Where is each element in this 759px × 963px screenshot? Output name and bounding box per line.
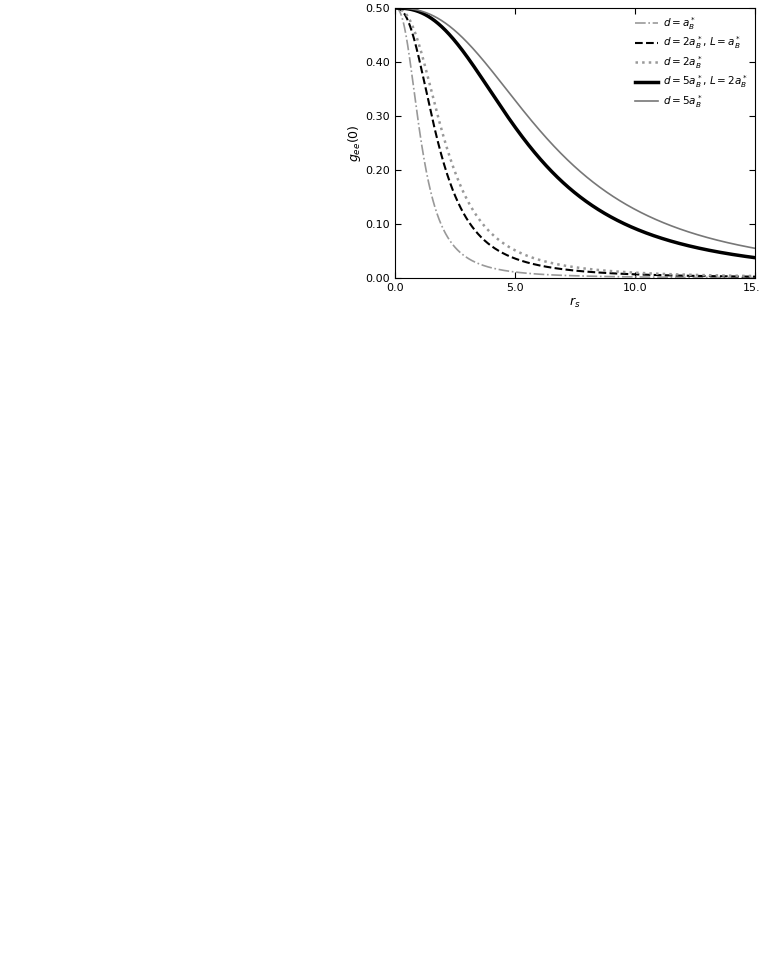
X-axis label: $r_s$: $r_s$	[569, 296, 581, 310]
Y-axis label: $g_{ee}(0)$: $g_{ee}(0)$	[345, 124, 363, 162]
Legend: $d=a_B^*$, $d=2a_B^*$, $L=a_B^*$, $d=2a_B^*$, $d=5a_B^*$, $L=2a_B^*$, $d=5a_B^*$: $d=a_B^*$, $d=2a_B^*$, $L=a_B^*$, $d=2a_…	[632, 13, 750, 112]
